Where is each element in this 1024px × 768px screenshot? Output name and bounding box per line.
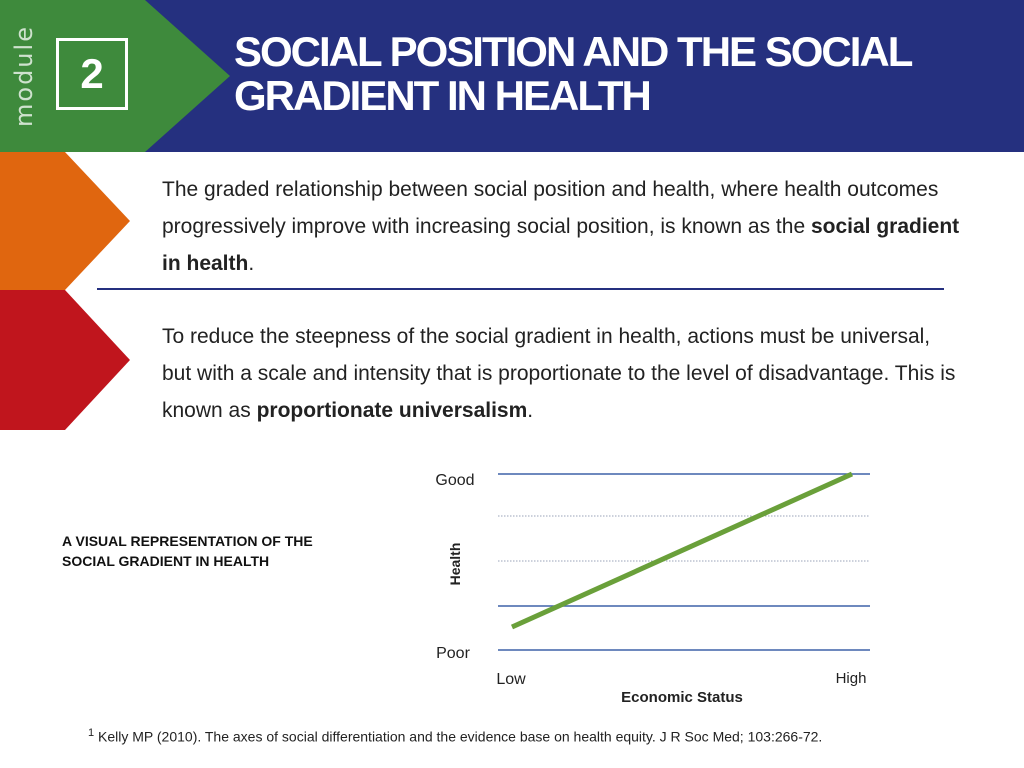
definition-term: social gradient in health — [162, 215, 960, 275]
series-line — [510, 471, 854, 630]
action-paragraph: To reduce the steepness of the social gr… — [162, 318, 962, 429]
definition-paragraph: The graded relationship between social p… — [162, 171, 962, 282]
footnote: 1 Kelly MP (2010). The axes of social di… — [88, 727, 988, 745]
y-bottom-label: Poor — [436, 645, 470, 662]
x-right-label: High — [836, 670, 867, 687]
orange-chevron-decoration — [0, 152, 130, 290]
action-term: proportionate universalism — [256, 399, 528, 422]
y-axis-label: Health — [447, 543, 463, 586]
module-number-box: 2 — [56, 38, 128, 110]
page-title: SOCIAL POSITION AND THE SOCIAL GRADIENT … — [234, 28, 913, 119]
x-axis-label: Economic Status — [621, 689, 743, 706]
definition-end: . — [248, 252, 255, 275]
module-number: 2 — [80, 50, 104, 97]
header-banner: module 2 SOCIAL POSITION AND THE SOCIAL … — [0, 0, 1024, 152]
section-divider — [97, 288, 944, 290]
footnote-text: Kelly MP (2010). The axes of social diff… — [94, 728, 823, 745]
red-chevron-decoration — [0, 290, 130, 430]
action-end: . — [527, 399, 534, 422]
gradient-chart-svg: Good Poor Health Low High Economic Statu… — [435, 471, 870, 706]
y-top-label: Good — [435, 472, 474, 489]
chart-caption: A VISUAL REPRESENTATION OF THE SOCIAL GR… — [62, 533, 313, 569]
module-label: module — [10, 25, 38, 127]
x-left-label: Low — [496, 671, 526, 688]
gradient-chart: Good Poor Health Low High Economic Statu… — [420, 460, 900, 715]
footnote-marker: 1 — [88, 727, 95, 739]
chart-grid — [498, 473, 870, 651]
action-text: To reduce the steepness of the social gr… — [162, 325, 956, 422]
definition-text: The graded relationship between social p… — [162, 178, 939, 238]
